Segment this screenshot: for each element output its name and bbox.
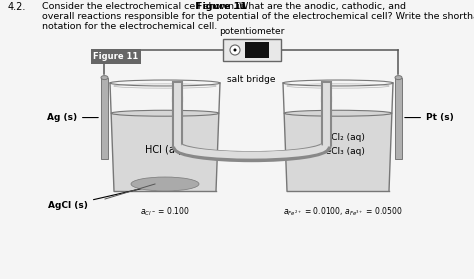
Text: FeCl₂ (aq): FeCl₂ (aq) [321, 133, 365, 141]
FancyBboxPatch shape [223, 39, 281, 61]
Text: Figure 11: Figure 11 [196, 2, 247, 11]
FancyBboxPatch shape [91, 49, 141, 64]
Ellipse shape [101, 76, 108, 80]
Text: AgCl (s): AgCl (s) [48, 187, 150, 210]
Ellipse shape [111, 110, 219, 116]
Text: Pt (s): Pt (s) [405, 113, 454, 122]
FancyBboxPatch shape [101, 78, 108, 158]
Text: salt bridge: salt bridge [227, 75, 276, 84]
Text: HCl (aq): HCl (aq) [145, 145, 185, 155]
Circle shape [230, 45, 240, 55]
Text: Consider the electrochemical cell shown in: Consider the electrochemical cell shown … [42, 2, 249, 11]
Text: 4.2.: 4.2. [8, 2, 27, 12]
Text: Figure 11: Figure 11 [93, 52, 138, 61]
Ellipse shape [395, 76, 402, 80]
FancyBboxPatch shape [395, 78, 402, 158]
Ellipse shape [131, 177, 199, 191]
Text: overall reactions responsible for the potential of the electrochemical cell? Wri: overall reactions responsible for the po… [42, 12, 474, 21]
Circle shape [234, 49, 237, 52]
FancyBboxPatch shape [245, 42, 269, 58]
Polygon shape [284, 113, 392, 191]
Text: . What are the anodic, cathodic, and: . What are the anodic, cathodic, and [233, 2, 406, 11]
Polygon shape [111, 113, 219, 191]
Text: $a_{Fe^{2+}}$ = 0.0100, $a_{Fe^{3+}}$ = 0.0500: $a_{Fe^{2+}}$ = 0.0100, $a_{Fe^{3+}}$ = … [283, 205, 403, 218]
Text: potentiometer: potentiometer [219, 27, 285, 36]
Text: FeCl₃ (aq): FeCl₃ (aq) [321, 146, 365, 155]
Text: notation for the electrochemical cell.: notation for the electrochemical cell. [42, 22, 217, 31]
Ellipse shape [284, 110, 392, 116]
Text: $a_{Cl^-}$ = 0.100: $a_{Cl^-}$ = 0.100 [140, 205, 190, 218]
Text: Ag (s): Ag (s) [47, 113, 98, 122]
